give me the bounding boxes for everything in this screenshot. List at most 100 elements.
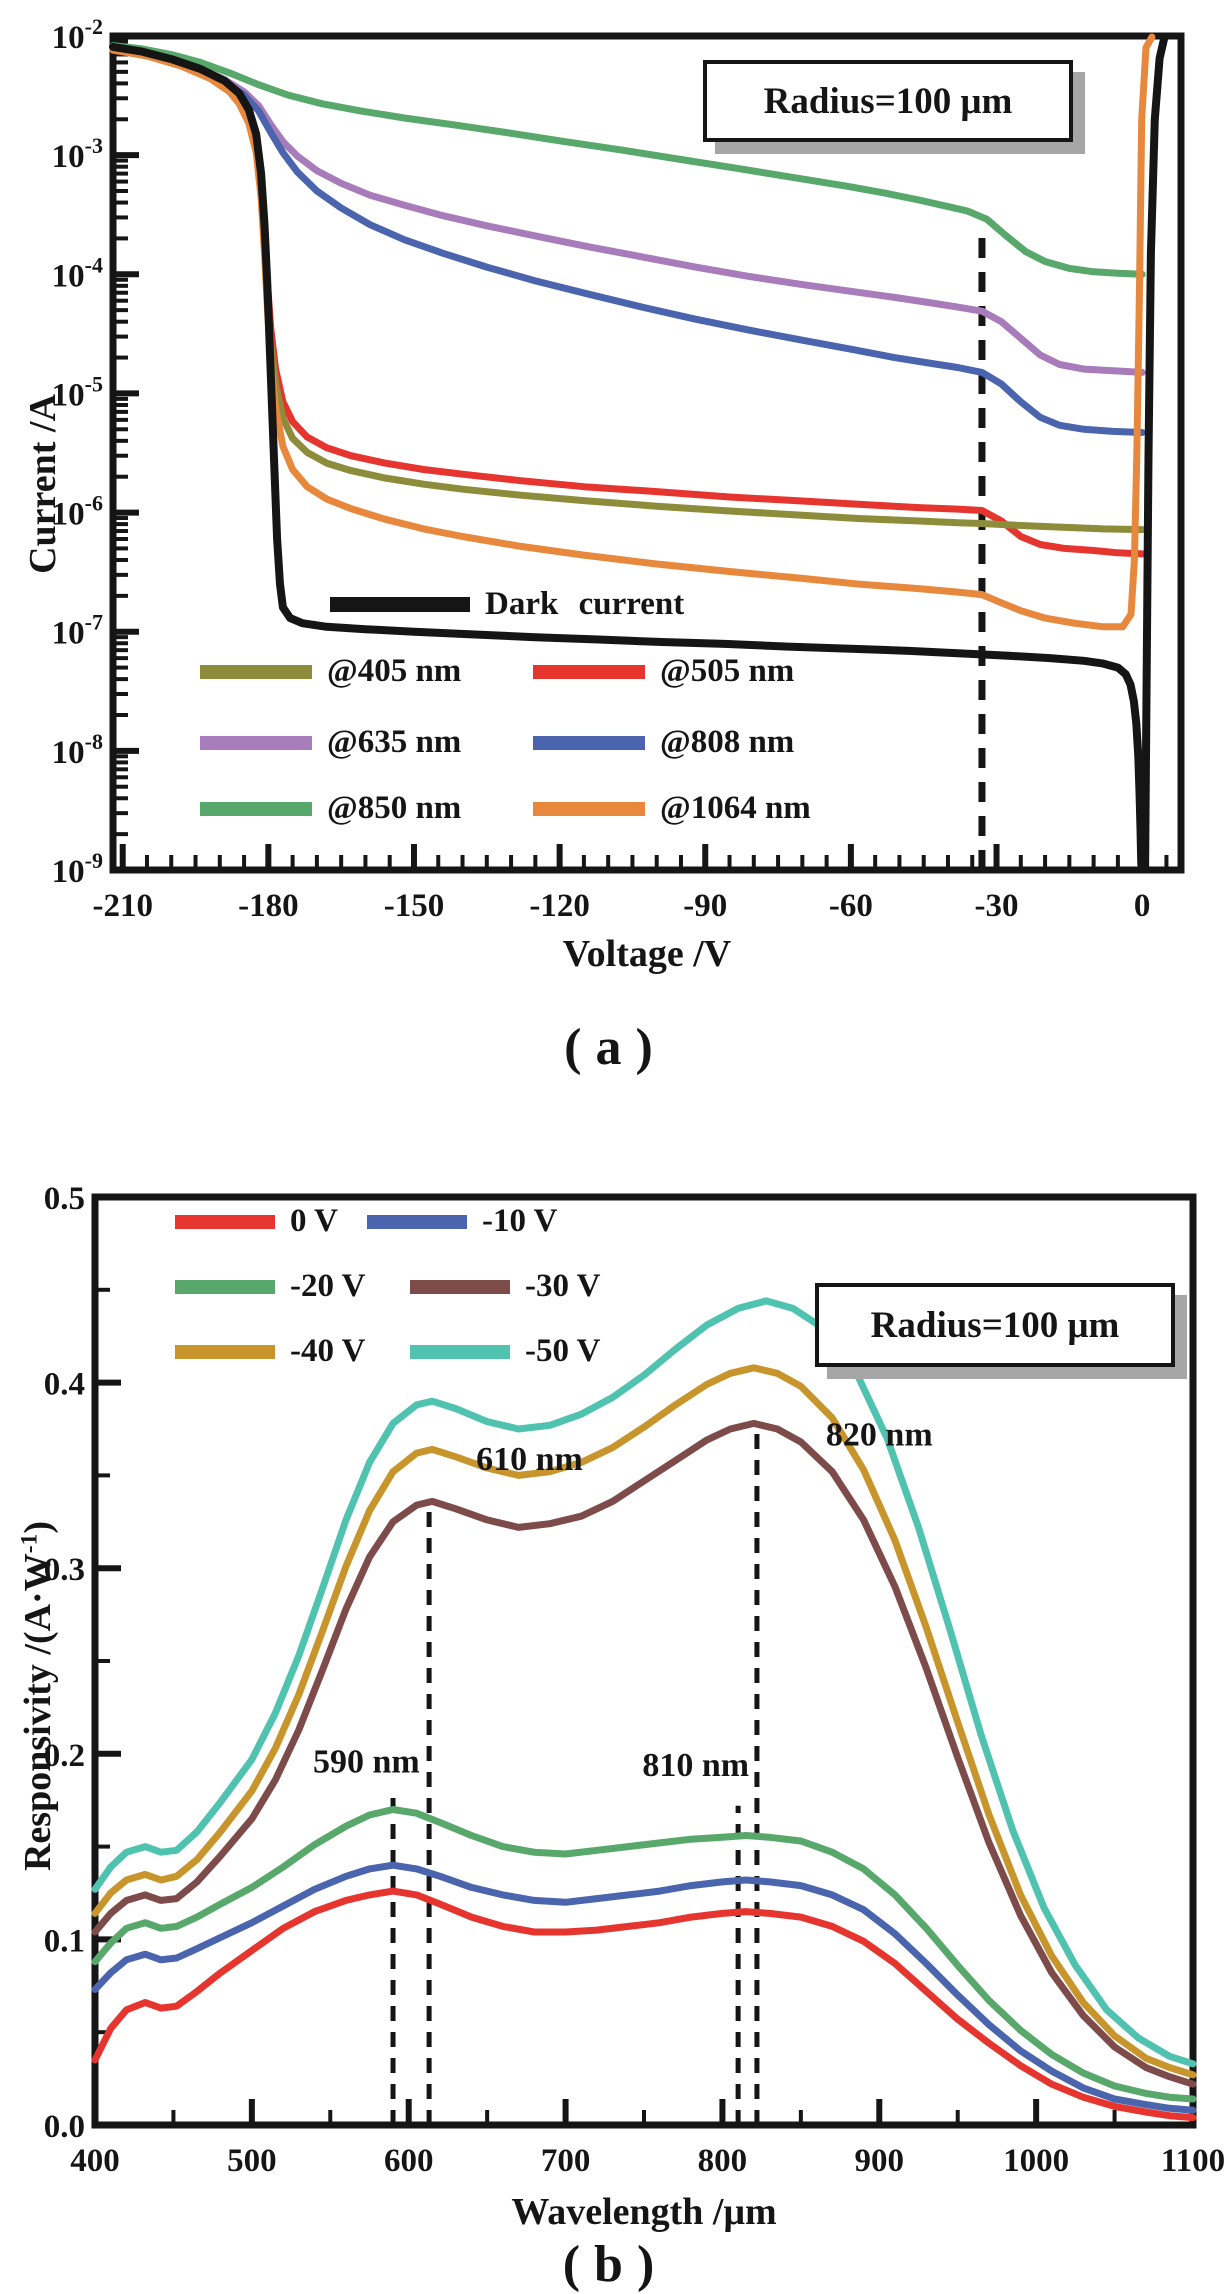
legend-label-minus50v: -50 V [525, 1333, 601, 1369]
series-850-nm [109, 42, 1146, 278]
y-axis-title-current: Current /A [22, 394, 64, 574]
x-tick-label: -30 [975, 888, 1019, 924]
x-tick-labels-resp: 400 500 600 700 800 900 1000 1100 [70, 2143, 1225, 2179]
legend-label-635nm: @635 nm [327, 724, 462, 760]
legend-swatch-505nm [533, 664, 645, 679]
legend-swatch-1064nm [533, 801, 645, 816]
x-axis-title-voltage: Voltage /V [562, 933, 732, 975]
y-tick-label: 0.1 [44, 1923, 85, 1959]
x-tick-labels-iv: -210 -180 -150 -120 -90 -60 -30 0 [92, 888, 1150, 924]
legend-label-0v: 0 V [290, 1203, 338, 1239]
legend-item-1064nm: @1064 nm [533, 790, 811, 827]
panel-a: 10-2 10-3 10-4 10-5 10-6 10-7 10-8 10-9 -210 -180… [22, 14, 1185, 1076]
y-tick-label: 10-5 [52, 371, 103, 413]
legend-item-405nm: @405 nm [200, 653, 461, 690]
annotation-820-nm: 820 nm [826, 1417, 933, 1454]
series-40-v [91, 1364, 1197, 2079]
legend-item-505nm: @505 nm [533, 653, 794, 690]
y-tick-labels-iv: 10-2 10-3 10-4 10-5 10-6 10-7 10-8 10-9 [52, 14, 103, 890]
legend-swatch-405nm [200, 664, 312, 679]
y-tick-label: 10-9 [52, 848, 103, 890]
series-20-v [91, 1806, 1197, 2103]
legend-swatch-0v [175, 1214, 275, 1229]
y-tick-label: 10-8 [52, 729, 103, 771]
legend-label-850nm: @850 nm [327, 790, 462, 826]
y-axis-title-responsivity-close: ) [17, 1520, 59, 1534]
legend-swatch-minus20v [175, 1279, 275, 1294]
series-808-nm [109, 46, 1146, 436]
legend-item-850nm: @850 nm [200, 790, 461, 827]
series-30-v [91, 1419, 1197, 2088]
y-tick-labels-resp: 0.0 0.1 0.2 0.3 0.4 0.5 [44, 1181, 85, 2145]
x-tick-label: 900 [855, 2143, 905, 2179]
x-tick-label: -60 [829, 888, 873, 924]
x-tick-label: 600 [384, 2143, 434, 2179]
legend-label-405nm: @405 nm [327, 653, 462, 689]
x-tick-label: -180 [238, 888, 299, 924]
series-10-v [91, 1861, 1197, 2114]
y-ticks-iv [115, 33, 139, 873]
y-tick-label: 0.2 [44, 1738, 85, 1774]
legend-item-635nm: @635 nm [200, 724, 461, 761]
legend-swatch-minus50v [410, 1344, 510, 1359]
annotation-590-nm: 590 nm [313, 1743, 420, 1780]
legend-item-dark-current: Dark current [330, 586, 684, 623]
x-tick-label: 0 [1134, 888, 1151, 924]
x-tick-label: -150 [384, 888, 445, 924]
plot-frame-resp [91, 1193, 1197, 2129]
legend-swatch-808nm [533, 735, 645, 750]
legend-swatch-minus10v [367, 1214, 467, 1229]
legend-label-minus10v: -10 V [482, 1203, 558, 1239]
radius-annotation-b: Radius=100 μm [815, 1283, 1175, 1367]
iv-curve-chart: 10-2 10-3 10-4 10-5 10-6 10-7 10-8 10-9-210 -180… [52, 14, 1185, 924]
legend-label-505nm: @505 nm [660, 653, 795, 689]
y-axis-title-responsivity-text: Responsivity /(A·W [17, 1553, 59, 1872]
radius-annotation-a: Radius=100 μm [703, 60, 1073, 142]
legend-item-minus40v: -40 V [175, 1333, 365, 1370]
y-axis-title-responsivity-sup: -1 [16, 1533, 43, 1554]
legend-item-minus20v: -20 V [175, 1268, 365, 1305]
x-tick-label: 800 [698, 2143, 748, 2179]
legend-label-minus30v: -30 V [525, 1268, 601, 1304]
y-ticks-resp [97, 1194, 121, 2128]
x-tick-label: 1100 [1161, 2143, 1225, 2179]
x-tick-label: 500 [227, 2143, 277, 2179]
x-tick-label: -210 [92, 888, 153, 924]
y-tick-label: 0.4 [44, 1367, 85, 1403]
x-axis-title-wavelength: Wavelength /μm [511, 2191, 777, 2233]
legend-item-0v: 0 V [175, 1203, 338, 1240]
legend-item-minus10v: -10 V [367, 1203, 557, 1240]
x-tick-label: -120 [529, 888, 590, 924]
legend-item-minus30v: -30 V [410, 1268, 600, 1305]
y-tick-label: 0.0 [44, 2109, 85, 2145]
y-tick-label: 10-3 [52, 133, 103, 175]
x-tick-label: 400 [70, 2143, 120, 2179]
x-ticks-iv [119, 844, 1169, 868]
legend-swatch-minus40v [175, 1344, 275, 1359]
x-ticks-resp [92, 2099, 1196, 2123]
legend-swatch-minus30v [410, 1279, 510, 1294]
legend-label-dark-current: Dark current [485, 586, 685, 622]
legend-label-minus20v: -20 V [290, 1268, 366, 1304]
y-tick-label: 10-6 [52, 491, 103, 533]
legend-item-minus50v: -50 V [410, 1333, 600, 1370]
legend-swatch-dark-current [330, 597, 470, 612]
y-tick-label: 10-4 [52, 252, 103, 294]
legend-item-808nm: @808 nm [533, 724, 794, 761]
series-50-v [91, 1297, 1197, 2068]
responsivity-chart: 0.0 0.1 0.2 0.3 0.4 0.5 400 500 600 700 800 900 1000… [44, 1181, 1225, 2179]
radius-label-b: Radius=100 μm [870, 1304, 1120, 1346]
radius-label-a: Radius=100 μm [763, 80, 1013, 122]
y-tick-label: 10-7 [52, 610, 103, 652]
series-0-v [91, 1887, 1197, 2122]
legend-swatch-635nm [200, 735, 312, 750]
caption-b: (b) [562, 2236, 669, 2293]
legend-label-808nm: @808 nm [660, 724, 795, 760]
x-tick-label: 1000 [1003, 2143, 1069, 2179]
annotation-610-nm: 610 nm [476, 1441, 583, 1478]
x-tick-label: -90 [683, 888, 727, 924]
legend-label-minus40v: -40 V [290, 1333, 366, 1369]
plot-frame-iv [109, 32, 1185, 874]
y-tick-label: 0.5 [44, 1181, 85, 1217]
caption-a: (a) [564, 1019, 667, 1076]
